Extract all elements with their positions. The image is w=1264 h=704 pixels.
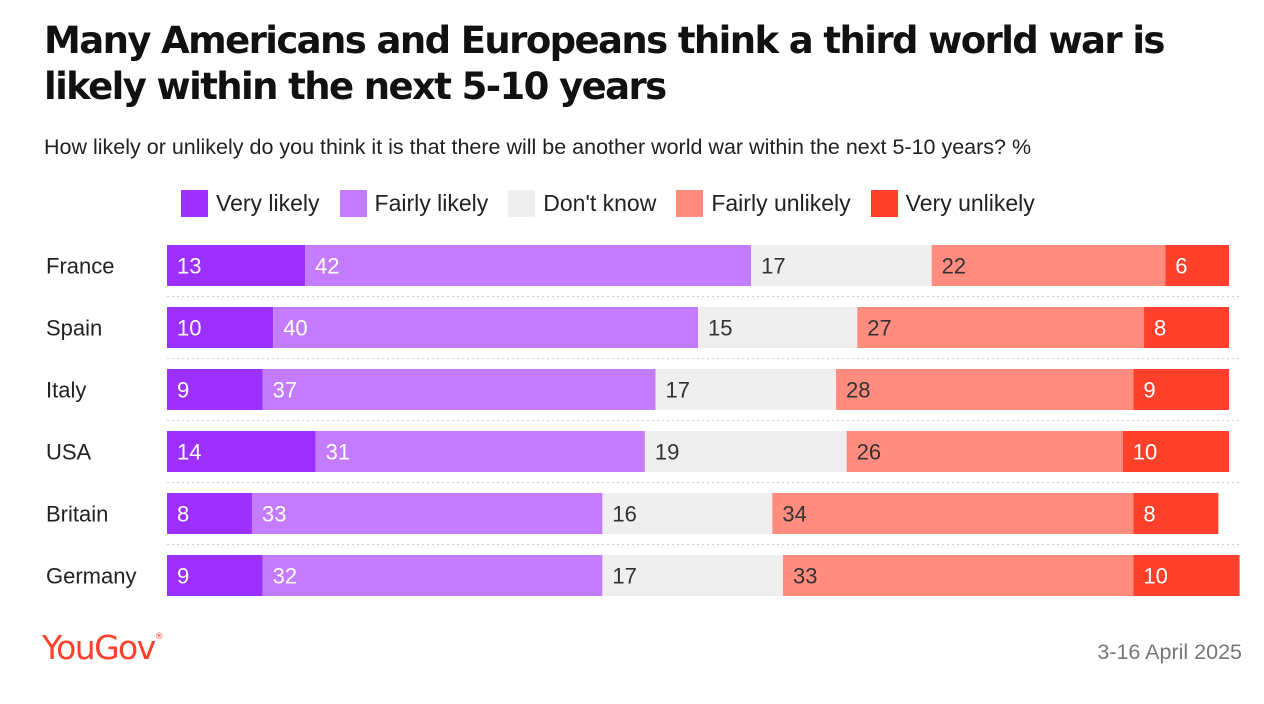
fieldwork-date: 3-16 April 2025 bbox=[1097, 640, 1242, 664]
category-label-italy: Italy bbox=[46, 378, 86, 403]
category-label-usa: USA bbox=[46, 440, 92, 465]
data-label-britain-fairly-unlikely: 34 bbox=[782, 502, 806, 527]
bar-france-don-t-know bbox=[751, 245, 932, 286]
bar-germany-don-t-know bbox=[602, 555, 783, 596]
legend-item-fairly-unlikely: Fairly unlikely bbox=[676, 190, 851, 217]
bar-spain-fairly-likely bbox=[273, 307, 698, 348]
bar-spain-fairly-unlikely bbox=[857, 307, 1145, 348]
legend-label-dont-know: Don't know bbox=[543, 190, 657, 216]
data-label-italy-very-likely: 9 bbox=[177, 378, 189, 403]
bar-italy-don-t-know bbox=[655, 369, 837, 410]
legend-swatch-very-likely bbox=[181, 190, 208, 217]
data-label-germany-very-likely: 9 bbox=[177, 564, 189, 589]
bar-usa-don-t-know bbox=[644, 431, 847, 472]
legend-label-fairly-likely: Fairly likely bbox=[374, 190, 489, 216]
chart-title: Many Americans and Europeans think a thi… bbox=[44, 19, 1165, 108]
category-label-spain: Spain bbox=[46, 316, 102, 341]
data-label-france-fairly-unlikely: 22 bbox=[942, 254, 966, 279]
bar-britain-fairly-likely bbox=[251, 493, 603, 534]
data-label-germany-fairly-unlikely: 33 bbox=[793, 564, 817, 589]
data-label-france-very-likely: 13 bbox=[177, 254, 201, 279]
legend-item-very-likely: Very likely bbox=[181, 190, 320, 217]
data-label-germany-don-t-know: 17 bbox=[612, 564, 636, 589]
data-label-italy-very-unlikely: 9 bbox=[1143, 378, 1155, 403]
registered-mark: ® bbox=[154, 632, 164, 642]
bar-france-fairly-likely bbox=[305, 245, 752, 286]
data-label-italy-fairly-likely: 37 bbox=[273, 378, 297, 403]
data-label-spain-fairly-unlikely: 27 bbox=[867, 316, 891, 341]
data-label-usa-very-unlikely: 10 bbox=[1133, 440, 1157, 465]
bar-france-very-unlikely bbox=[1165, 245, 1229, 286]
data-label-britain-fairly-likely: 33 bbox=[262, 502, 286, 527]
category-label-france: France bbox=[46, 254, 114, 279]
bar-usa-fairly-unlikely bbox=[846, 431, 1123, 472]
data-label-france-fairly-likely: 42 bbox=[315, 254, 339, 279]
bar-spain-very-unlikely bbox=[1144, 307, 1229, 348]
legend-label-fairly-unlikely: Fairly unlikely bbox=[711, 190, 851, 216]
bar-britain-don-t-know bbox=[602, 493, 773, 534]
bar-italy-fairly-unlikely bbox=[836, 369, 1134, 410]
category-label-germany: Germany bbox=[46, 564, 136, 589]
bar-germany-fairly-likely bbox=[262, 555, 603, 596]
bar-italy-very-unlikely bbox=[1133, 369, 1229, 410]
chart-legend: Very likely Fairly likely Don't know Fai… bbox=[181, 188, 1055, 219]
bar-spain-very-likely bbox=[167, 307, 274, 348]
bar-france-fairly-unlikely bbox=[931, 245, 1166, 286]
bar-spain-don-t-know bbox=[698, 307, 858, 348]
chart-subtitle: How likely or unlikely do you think it i… bbox=[44, 135, 1032, 159]
legend-item-very-unlikely: Very unlikely bbox=[870, 190, 1035, 217]
data-label-france-very-unlikely: 6 bbox=[1175, 254, 1187, 279]
legend-item-dont-know: Don't know bbox=[508, 190, 656, 217]
logo-text: YouGov bbox=[42, 628, 156, 667]
data-label-usa-very-likely: 14 bbox=[177, 440, 201, 465]
bar-germany-very-likely bbox=[167, 555, 263, 596]
data-label-usa-fairly-likely: 31 bbox=[326, 440, 350, 465]
data-label-france-don-t-know: 17 bbox=[761, 254, 785, 279]
bar-usa-very-unlikely bbox=[1122, 431, 1229, 472]
legend-label-very-likely: Very likely bbox=[216, 190, 320, 216]
bar-italy-fairly-likely bbox=[262, 369, 656, 410]
data-label-usa-don-t-know: 19 bbox=[655, 440, 679, 465]
legend-item-fairly-likely: Fairly likely bbox=[339, 190, 489, 217]
data-label-spain-very-unlikely: 8 bbox=[1154, 316, 1166, 341]
bar-germany-very-unlikely bbox=[1133, 555, 1240, 596]
data-label-spain-don-t-know: 15 bbox=[708, 316, 732, 341]
bar-britain-very-unlikely bbox=[1133, 493, 1219, 534]
yougov-logo: YouGov® bbox=[42, 628, 164, 667]
data-label-usa-fairly-unlikely: 26 bbox=[857, 440, 881, 465]
bar-italy-very-likely bbox=[167, 369, 263, 410]
category-label-britain: Britain bbox=[46, 502, 108, 527]
bar-usa-very-likely bbox=[167, 431, 316, 472]
legend-swatch-very-unlikely bbox=[870, 190, 898, 217]
bar-britain-fairly-unlikely bbox=[772, 493, 1134, 534]
data-label-britain-don-t-know: 16 bbox=[612, 502, 636, 527]
legend-swatch-fairly-likely bbox=[339, 190, 367, 217]
bar-germany-fairly-unlikely bbox=[782, 555, 1134, 596]
legend-label-very-unlikely: Very unlikely bbox=[905, 190, 1035, 216]
legend-swatch-dont-know bbox=[508, 190, 536, 217]
bar-usa-fairly-likely bbox=[315, 431, 645, 472]
bar-britain-very-likely bbox=[167, 493, 252, 534]
data-label-germany-fairly-likely: 32 bbox=[273, 564, 297, 589]
bar-france-very-likely bbox=[167, 245, 306, 286]
data-label-spain-fairly-likely: 40 bbox=[283, 316, 307, 341]
data-label-britain-very-likely: 8 bbox=[177, 502, 189, 527]
legend-swatch-fairly-unlikely bbox=[676, 190, 704, 217]
data-label-italy-fairly-unlikely: 28 bbox=[846, 378, 870, 403]
data-label-italy-don-t-know: 17 bbox=[666, 378, 690, 403]
data-label-britain-very-unlikely: 8 bbox=[1143, 502, 1155, 527]
data-label-spain-very-likely: 10 bbox=[177, 316, 201, 341]
data-label-germany-very-unlikely: 10 bbox=[1143, 564, 1167, 589]
